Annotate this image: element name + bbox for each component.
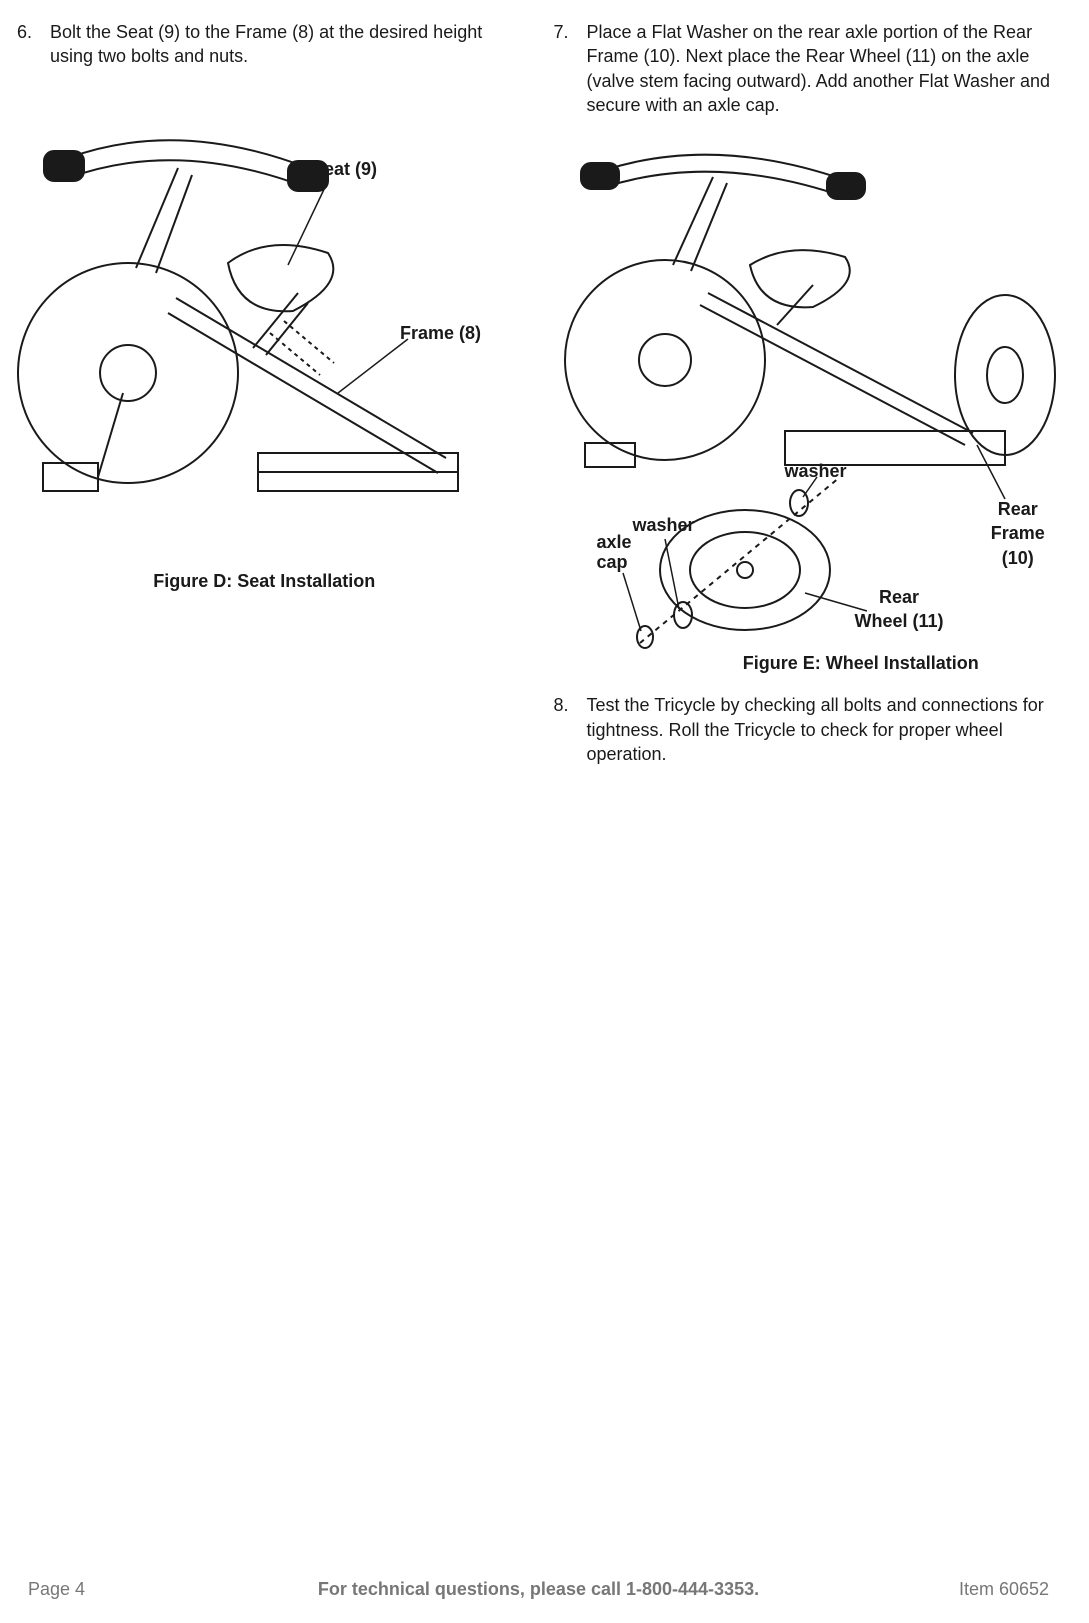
figure-e: washer washer axle cap Rear Frame (10) R… [545, 125, 1058, 665]
step-8-text: Test the Tricycle by checking all bolts … [587, 693, 1058, 766]
label-axle-cap: axle cap [597, 533, 643, 573]
step-6: 6. Bolt the Seat (9) to the Frame (8) at… [8, 20, 521, 69]
step-6-text: Bolt the Seat (9) to the Frame (8) at th… [50, 20, 521, 69]
page-footer: Page 4 For technical questions, please c… [0, 1577, 1089, 1601]
step-8: 8. Test the Tricycle by checking all bol… [545, 693, 1058, 766]
label-seat: Seat (9) [312, 157, 377, 181]
footer-item-number: Item 60652 [849, 1577, 1049, 1601]
step-8-number: 8. [545, 693, 569, 766]
label-rear-frame-line2: Frame (10) [991, 523, 1045, 567]
left-column: 6. Bolt the Seat (9) to the Frame (8) at… [8, 20, 521, 774]
step-7-number: 7. [545, 20, 569, 117]
step-6-number: 6. [8, 20, 32, 69]
label-rear-wheel-line1: Rear [879, 587, 919, 607]
footer-support-text: For technical questions, please call 1-8… [228, 1577, 849, 1601]
label-rear-frame-line1: Rear [998, 499, 1038, 519]
label-rear-wheel: Rear Wheel (11) [855, 585, 944, 634]
step-7-text: Place a Flat Washer on the rear axle por… [587, 20, 1058, 117]
label-rear-wheel-line2: Wheel (11) [855, 611, 944, 631]
step-7: 7. Place a Flat Washer on the rear axle … [545, 20, 1058, 117]
label-washer-1: washer [785, 459, 847, 483]
figure-e-diagram [545, 125, 1065, 665]
right-column: 7. Place a Flat Washer on the rear axle … [545, 20, 1058, 774]
footer-page-number: Page 4 [28, 1577, 228, 1601]
label-rear-frame: Rear Frame (10) [979, 497, 1058, 570]
label-frame: Frame (8) [400, 321, 481, 345]
figure-d: Seat (9) Frame (8) [8, 83, 521, 563]
figure-d-caption: Figure D: Seat Installation [8, 569, 521, 593]
